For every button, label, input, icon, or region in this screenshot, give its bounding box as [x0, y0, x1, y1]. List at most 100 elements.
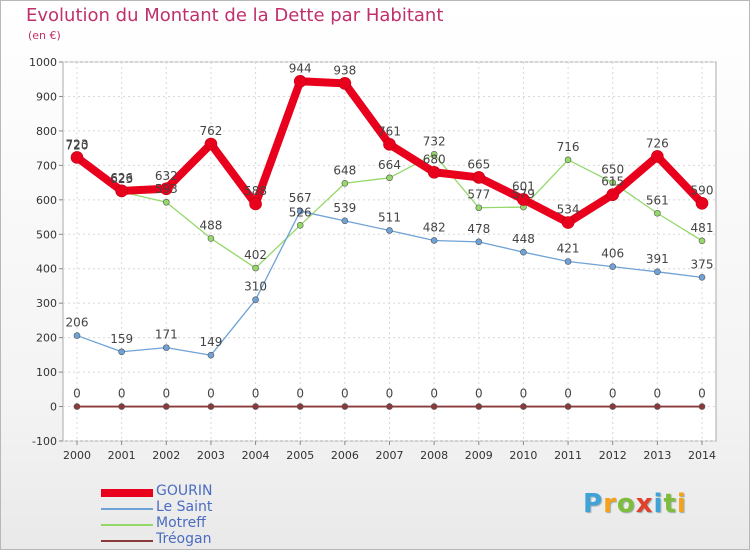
data-label: 0 [520, 387, 528, 401]
data-point [698, 274, 706, 281]
data-point [162, 344, 170, 351]
data-point [606, 188, 620, 201]
data-point [386, 174, 393, 182]
data-point [341, 217, 349, 225]
data-label: 0 [698, 387, 706, 401]
data-label: 720 [66, 138, 89, 152]
data-label: 481 [691, 221, 714, 235]
data-point [609, 263, 617, 270]
data-label: 648 [333, 163, 356, 177]
brand-letter: i [653, 489, 664, 519]
x-tick-label: 2011 [554, 449, 582, 462]
data-point [159, 182, 173, 196]
data-label: 526 [289, 205, 312, 219]
data-label: 938 [333, 63, 356, 77]
data-point [204, 137, 218, 151]
y-tick-label: -100 [32, 435, 57, 448]
brand-letter: i [676, 489, 687, 519]
data-label: 0 [475, 387, 483, 401]
data-point [115, 184, 128, 198]
data-label: 590 [691, 183, 714, 197]
data-label: 171 [155, 328, 178, 342]
data-label: 0 [252, 387, 260, 401]
data-label: 762 [199, 124, 222, 138]
data-label: 488 [199, 218, 222, 232]
data-point [207, 403, 215, 410]
data-point [698, 237, 706, 245]
legend-label: Le Saint [156, 499, 213, 515]
y-tick-label: 300 [36, 297, 57, 310]
data-label: 623 [110, 172, 133, 186]
data-point [207, 235, 215, 242]
data-label: 0 [430, 387, 438, 401]
brand-letter: x [635, 489, 654, 519]
data-point [293, 74, 307, 88]
data-point [252, 296, 259, 304]
x-tick-label: 2001 [108, 449, 136, 462]
data-label: 534 [557, 203, 580, 217]
grid [63, 61, 716, 442]
data-label: 0 [118, 387, 126, 401]
data-point [73, 403, 81, 410]
data-point [609, 179, 617, 186]
chart-title: Evolution du Montant de la Dette par Hab… [26, 5, 444, 26]
y-tick-label: 0 [50, 401, 57, 414]
data-label: 482 [423, 220, 446, 234]
data-point [341, 403, 349, 410]
data-label: 539 [333, 201, 356, 215]
data-label: 402 [244, 248, 267, 262]
legend-label: Motreff [156, 515, 206, 531]
data-label: 650 [601, 163, 624, 177]
y-tick-label: 500 [36, 228, 57, 241]
data-point [249, 197, 262, 211]
data-point [338, 77, 352, 90]
y-tick-label: 700 [36, 159, 57, 172]
data-label: 0 [609, 387, 617, 401]
series-le-saint [73, 207, 706, 359]
data-label: 615 [601, 175, 624, 189]
data-point [73, 332, 81, 339]
x-tick-label: 2002 [152, 449, 180, 462]
brand-logo: Proxiti [583, 489, 687, 519]
data-point [383, 138, 396, 151]
y-tick-label: 200 [36, 332, 57, 345]
y-tick-label: 600 [36, 194, 57, 207]
data-point [252, 403, 259, 410]
data-point [564, 156, 572, 164]
data-point [564, 403, 572, 410]
data-point [296, 403, 304, 410]
legend-label: Tréogan [156, 531, 212, 547]
data-label: 0 [296, 387, 304, 401]
data-point [430, 403, 438, 410]
data-label: 149 [199, 335, 222, 349]
data-label: 561 [646, 193, 669, 207]
data-label: 632 [155, 169, 178, 183]
data-label: 0 [386, 387, 394, 401]
data-point [207, 351, 215, 359]
data-point [70, 151, 84, 164]
data-point [296, 222, 304, 229]
data-label: 0 [207, 387, 215, 401]
brand-letter: P [583, 489, 604, 519]
data-label: 680 [423, 152, 446, 166]
data-label: 511 [378, 210, 401, 224]
data-label: 0 [654, 387, 662, 401]
data-point [427, 165, 441, 179]
data-labels: 0 0 0 0 0 0 0 0 0 0 0 0 0 0 0 720 623 593 488 402 526 648 664 7… [66, 61, 714, 400]
legend-swatch [101, 540, 153, 542]
y-tick-label: 1000 [29, 56, 57, 69]
data-point [654, 268, 661, 276]
data-point [561, 216, 575, 229]
data-point [162, 403, 170, 410]
data-label: 726 [646, 136, 669, 150]
x-tick-label: 2009 [465, 449, 493, 462]
data-point [252, 264, 259, 272]
x-tick-label: 2014 [688, 449, 716, 462]
data-label: 716 [557, 140, 580, 154]
data-label: 665 [467, 157, 490, 171]
data-point [118, 348, 125, 356]
x-tick-label: 2003 [197, 449, 225, 462]
data-label: 406 [601, 247, 624, 261]
x-tick-label: 2005 [286, 449, 314, 462]
